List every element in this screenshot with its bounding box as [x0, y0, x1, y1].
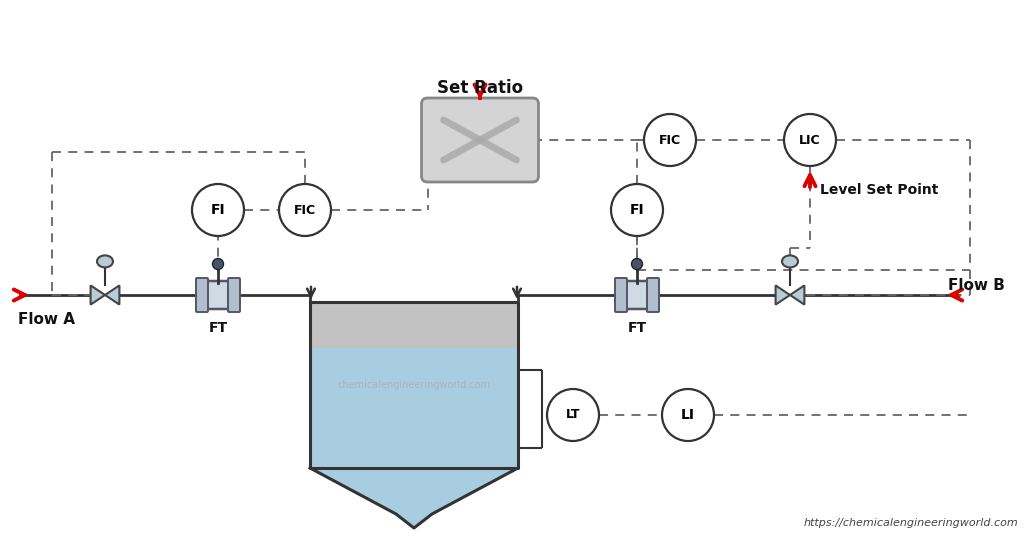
Polygon shape	[310, 468, 518, 528]
Circle shape	[547, 389, 599, 441]
Circle shape	[611, 184, 663, 236]
Circle shape	[279, 184, 331, 236]
FancyBboxPatch shape	[647, 278, 659, 312]
Text: FI: FI	[211, 203, 225, 217]
Polygon shape	[312, 349, 516, 468]
Circle shape	[784, 114, 836, 166]
Polygon shape	[775, 285, 790, 305]
FancyBboxPatch shape	[615, 278, 627, 312]
Text: LI: LI	[681, 408, 695, 422]
Polygon shape	[790, 285, 805, 305]
Text: FIC: FIC	[658, 133, 681, 146]
FancyBboxPatch shape	[196, 278, 208, 312]
Polygon shape	[90, 285, 105, 305]
Text: Level Set Point: Level Set Point	[820, 183, 938, 197]
Circle shape	[632, 258, 642, 270]
Circle shape	[193, 184, 244, 236]
Text: Set Ratio: Set Ratio	[437, 79, 523, 97]
Text: Flow A: Flow A	[18, 312, 75, 327]
Polygon shape	[312, 304, 516, 349]
Ellipse shape	[782, 256, 798, 267]
Text: FT: FT	[628, 321, 646, 335]
FancyBboxPatch shape	[620, 281, 654, 309]
Circle shape	[662, 389, 714, 441]
FancyBboxPatch shape	[422, 98, 539, 182]
FancyBboxPatch shape	[201, 281, 234, 309]
Text: LT: LT	[565, 408, 581, 421]
Text: FI: FI	[630, 203, 644, 217]
Ellipse shape	[97, 256, 113, 267]
Text: LIC: LIC	[799, 133, 821, 146]
Text: Flow B: Flow B	[948, 278, 1005, 293]
Circle shape	[644, 114, 696, 166]
Text: FT: FT	[209, 321, 227, 335]
Text: FIC: FIC	[294, 203, 316, 216]
FancyBboxPatch shape	[228, 278, 240, 312]
Text: https://chemicalengineeringworld.com: https://chemicalengineeringworld.com	[803, 518, 1018, 528]
Text: chemicalengineeringworld.com: chemicalengineeringworld.com	[338, 380, 490, 390]
Polygon shape	[105, 285, 120, 305]
Circle shape	[213, 258, 223, 270]
